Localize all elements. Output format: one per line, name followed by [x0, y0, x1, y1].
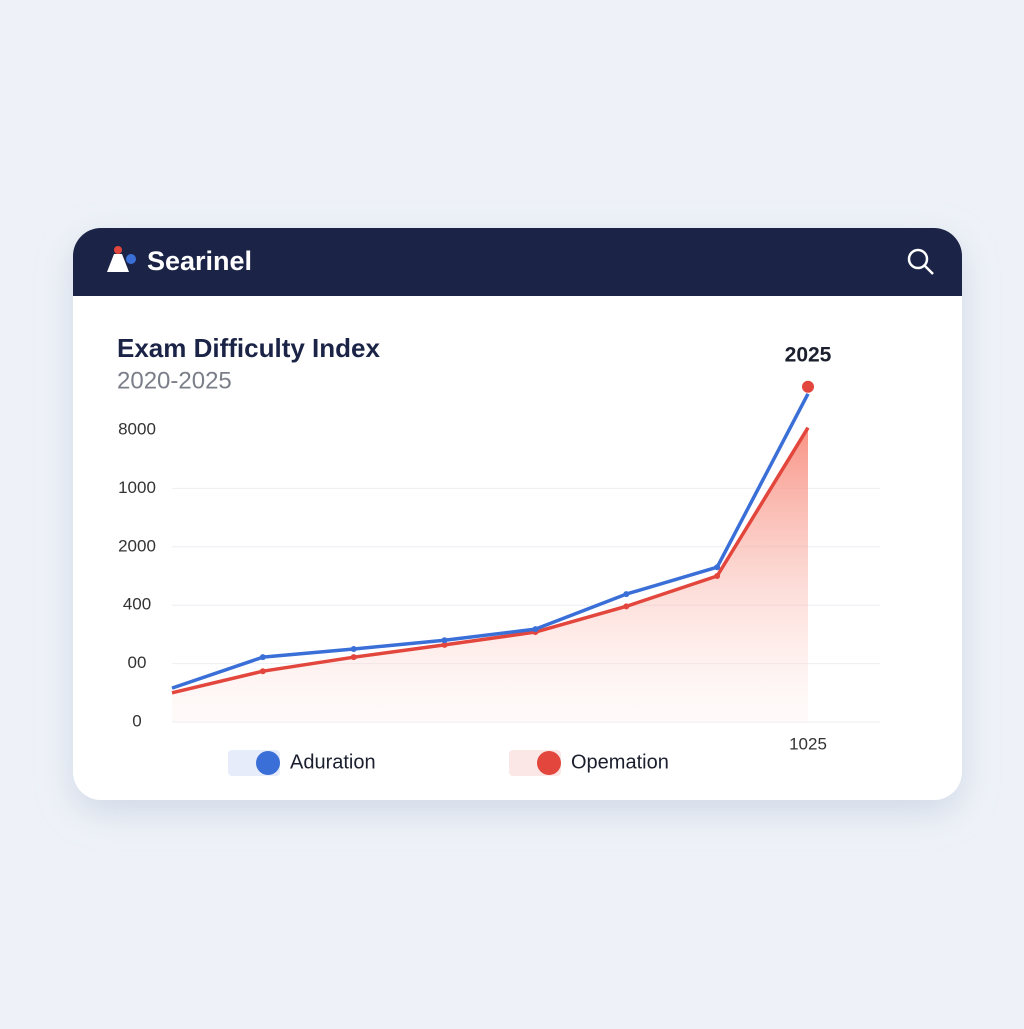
point — [441, 641, 448, 648]
legend-label: Aduration — [290, 751, 376, 773]
point — [714, 573, 721, 579]
series-line — [171, 426, 810, 695]
legend-dot — [256, 751, 280, 775]
y-tick-label: 1000 — [118, 478, 156, 497]
chart-subtitle: 2020-2025 — [117, 367, 232, 394]
annotation: 2025 — [785, 344, 832, 367]
legend-label: Opemation — [571, 751, 669, 773]
series-line — [171, 392, 810, 690]
y-tick-label: 8000 — [118, 419, 156, 438]
point — [350, 654, 357, 661]
header-bar — [73, 228, 962, 296]
logo — [107, 246, 136, 272]
search-button[interactable] — [907, 248, 934, 275]
highlight-point — [802, 380, 814, 393]
app-name: Searinel — [147, 246, 252, 276]
point — [714, 564, 721, 571]
y-tick-label: 0 — [132, 711, 141, 730]
y-tick-label: 400 — [123, 595, 151, 614]
chart-title: Exam Difficulty Index — [117, 333, 380, 363]
point — [532, 626, 539, 633]
point — [259, 654, 266, 661]
x-tick-label: 1025 — [789, 734, 827, 753]
point — [623, 603, 630, 610]
legend-dot — [537, 751, 561, 775]
point — [441, 637, 448, 644]
point — [623, 591, 630, 598]
area — [172, 427, 808, 722]
y-tick-label: 00 — [128, 653, 147, 672]
point — [350, 646, 357, 652]
y-tick-label: 2000 — [118, 536, 156, 555]
point — [259, 668, 266, 675]
